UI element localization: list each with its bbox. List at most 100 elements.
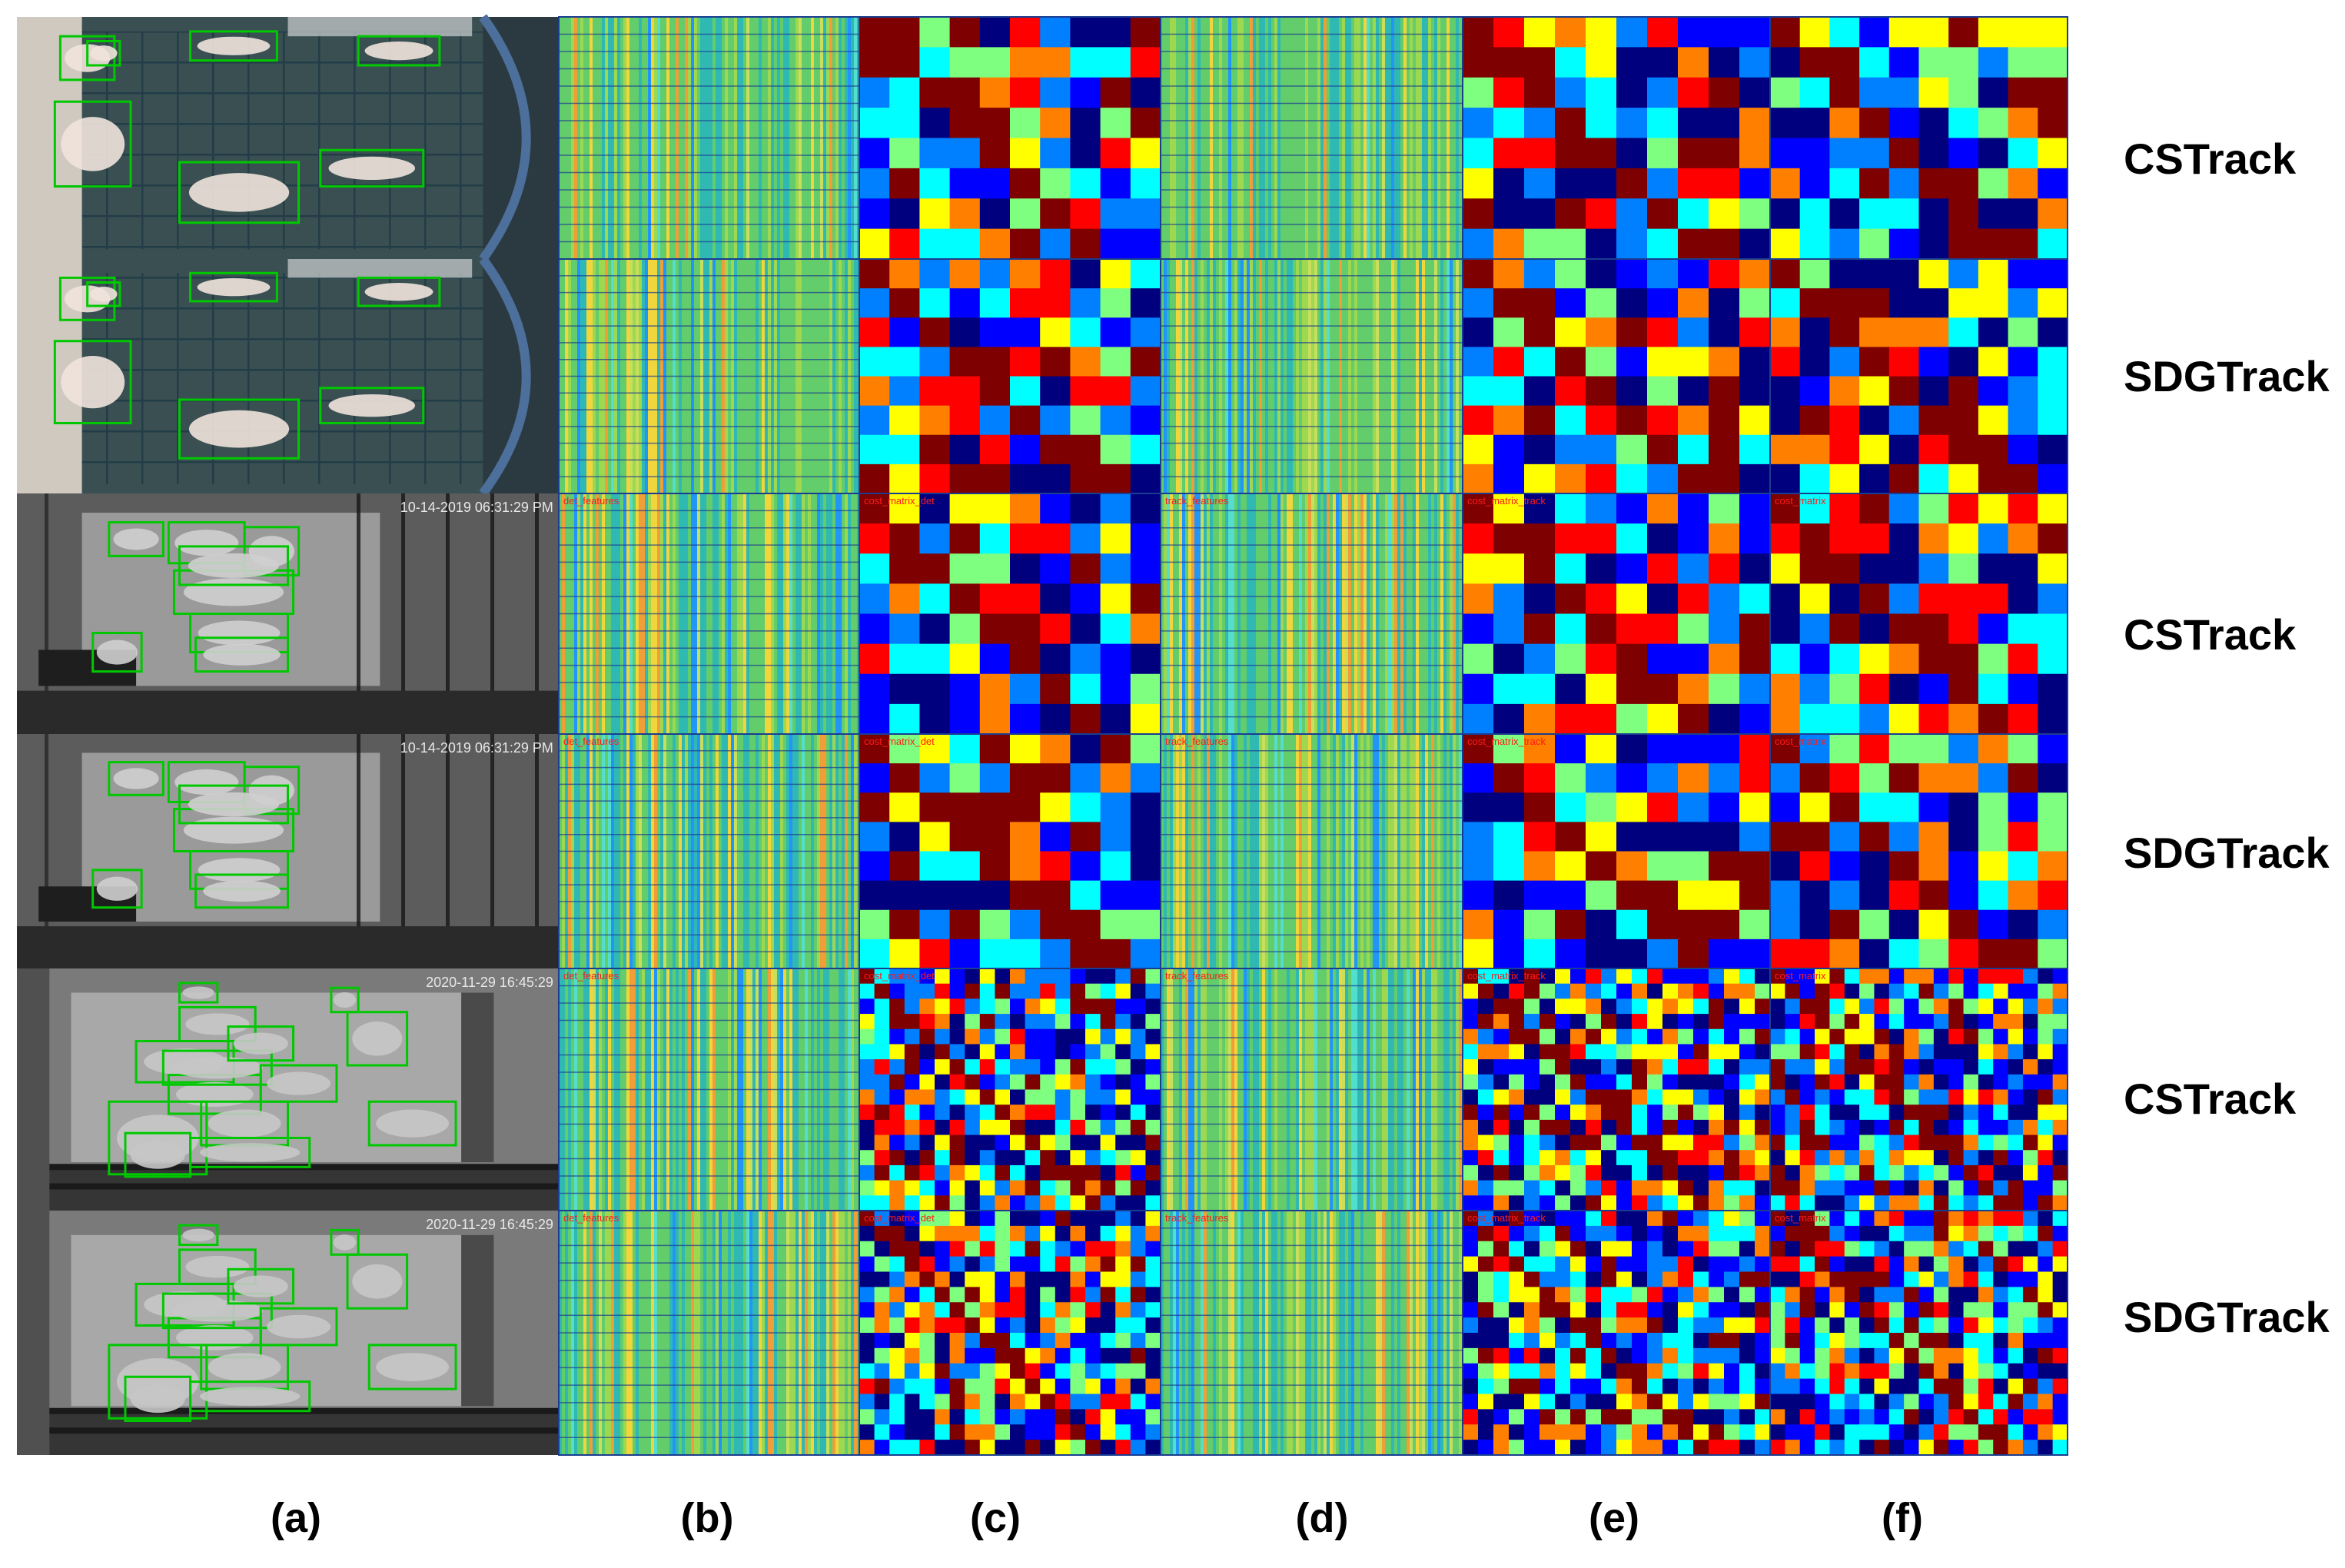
cost-matrix-6	[1462, 1210, 1771, 1456]
pig	[61, 117, 125, 171]
cost-matrix-4	[1462, 733, 1771, 969]
cost-matrix-5	[1462, 968, 1771, 1211]
row-label-6: SDGTrack	[2124, 1293, 2330, 1341]
timestamp: 2020-11-29 16:45:29	[426, 1217, 553, 1232]
pig	[174, 769, 239, 796]
detection-box	[178, 784, 289, 825]
detection-box	[178, 1224, 219, 1247]
pig	[130, 1141, 185, 1169]
panel-caption-e: cost_matrix_track	[1467, 970, 1546, 982]
detection-box	[357, 35, 441, 67]
detection-box	[330, 1228, 360, 1256]
detection-box	[53, 340, 132, 424]
feature-panel-6	[1160, 1210, 1465, 1456]
detection-box	[357, 276, 441, 307]
detection-box	[243, 766, 301, 816]
feature-panel-5	[1160, 968, 1465, 1211]
panel-caption-e: cost_matrix_track	[1467, 736, 1546, 747]
panel-caption-f: cost_matrix	[1775, 495, 1826, 507]
cost-matrix-2	[859, 258, 1161, 494]
pig	[267, 1071, 331, 1095]
panel-caption-e: cost_matrix_track	[1467, 1212, 1546, 1224]
detection-box	[178, 398, 301, 460]
pig	[364, 282, 433, 301]
pig	[171, 1300, 264, 1322]
feature-panel-5	[558, 968, 860, 1211]
cost-matrix-1	[1769, 16, 2068, 260]
detection-box	[259, 1064, 338, 1103]
pig	[90, 45, 118, 61]
detection-box	[108, 521, 164, 557]
pig	[197, 277, 271, 297]
detection-box	[367, 1100, 457, 1147]
pig	[113, 768, 159, 789]
pig	[203, 880, 281, 902]
detection-box	[227, 1267, 295, 1305]
panel-caption-d: track_features	[1165, 736, 1229, 747]
panel-caption-d: track_features	[1165, 970, 1229, 982]
pig	[376, 1109, 450, 1138]
row-label-1: CSTrack	[2124, 135, 2297, 183]
detection-box	[58, 35, 116, 81]
column-e-cost-matrix-track	[1462, 16, 1771, 1456]
cost-matrix-3	[1462, 493, 1771, 735]
detection-box	[53, 100, 132, 188]
cost-matrix-4	[859, 733, 1161, 969]
panel-caption-b: det_features	[563, 970, 619, 982]
feature-panel-3	[558, 493, 860, 735]
feature-panel-1	[558, 16, 860, 260]
row-label-4: SDGTrack	[2124, 829, 2330, 877]
pig	[198, 858, 281, 882]
detection-box	[189, 30, 278, 62]
panel-caption-c: cost_matrix_det	[864, 495, 935, 507]
timestamp: 10-14-2019 06:31:29 PM	[400, 500, 553, 515]
cost-matrix-5	[859, 968, 1161, 1211]
detection-box	[189, 271, 278, 303]
pig	[171, 1057, 264, 1079]
column-c-cost-matrix-det	[859, 16, 1161, 1456]
cost-matrix-6	[859, 1210, 1161, 1456]
panel-caption-e: cost_matrix_track	[1467, 495, 1546, 507]
detection-box	[178, 161, 301, 224]
panel-caption-c: cost_matrix_det	[864, 970, 935, 982]
detection-box	[178, 982, 219, 1004]
timestamp: 2020-11-29 16:45:29	[426, 975, 553, 990]
pig	[364, 42, 433, 61]
feature-panel-2	[558, 258, 860, 494]
cost-matrix-3	[1769, 493, 2068, 735]
detection-box	[178, 545, 289, 586]
feature-panel-3	[1160, 493, 1465, 735]
panel-caption-d: track_features	[1165, 1212, 1229, 1224]
pig	[61, 355, 125, 409]
pig	[96, 639, 138, 665]
scene-image-3: 10-14-2019 06:31:29 PM	[17, 493, 559, 734]
detection-box	[346, 1011, 409, 1067]
detection-box	[91, 869, 143, 909]
detection-box	[86, 281, 121, 307]
column-label-f: (f)	[1882, 1495, 1923, 1541]
pig	[200, 1143, 301, 1162]
feature-panel-6	[558, 1210, 860, 1456]
scene-image-5: 2020-11-29 16:45:29	[17, 968, 559, 1211]
detection-box	[346, 1253, 409, 1310]
pig	[233, 1032, 288, 1055]
pig	[233, 1275, 288, 1297]
pig	[174, 530, 239, 556]
pig	[267, 1314, 331, 1339]
pig	[197, 36, 271, 55]
detection-box	[259, 1307, 338, 1347]
detection-box	[58, 276, 116, 321]
pig	[188, 173, 290, 212]
pig	[203, 643, 281, 666]
pig	[130, 1384, 185, 1414]
column-label-c: (c)	[970, 1495, 1021, 1541]
detection-box	[194, 873, 289, 909]
pig	[113, 528, 159, 550]
pig	[183, 578, 284, 606]
panel-caption-b: det_features	[563, 736, 619, 747]
pig	[90, 286, 118, 302]
pig	[182, 1228, 214, 1241]
panel-caption-b: det_features	[563, 1212, 619, 1224]
panel-caption-c: cost_matrix_det	[864, 1212, 935, 1224]
